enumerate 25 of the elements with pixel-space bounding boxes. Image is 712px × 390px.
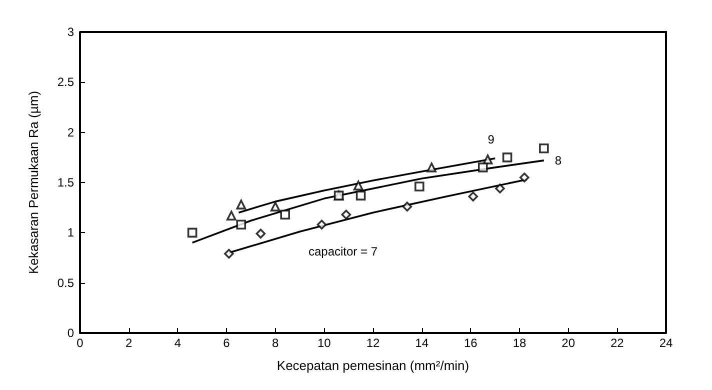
y-tick-label: 3 <box>67 25 74 39</box>
y-tick-label: 1.5 <box>57 176 74 190</box>
x-tick-label: 24 <box>659 336 673 350</box>
x-tick-label: 22 <box>610 336 624 350</box>
x-tick-label: 12 <box>366 336 380 350</box>
x-tick-label: 20 <box>562 336 576 350</box>
series-label: 8 <box>554 153 562 168</box>
x-tick-label: 0 <box>76 336 84 350</box>
x-tick-label: 10 <box>317 336 332 350</box>
y-axis-title: Kekasaran Permukaan Ra (µm) <box>26 90 41 274</box>
y-tick-label: 0 <box>67 326 74 340</box>
x-tick-label: 14 <box>415 336 429 350</box>
y-tick-label: 2.5 <box>57 75 74 90</box>
series-label: 9 <box>488 132 495 146</box>
x-tick-label: 6 <box>223 336 230 350</box>
y-tick-label: 1 <box>67 226 74 240</box>
x-axis-title: Kecepatan pemesinan (mm²/min) <box>276 358 470 373</box>
x-tick-label: 18 <box>512 336 526 350</box>
x-tick-label: 16 <box>464 336 478 350</box>
y-tick-label: 0.5 <box>57 276 74 290</box>
series-label: capacitor = 7 <box>308 244 378 259</box>
y-tick-label: 2 <box>67 125 74 140</box>
x-tick-label: 2 <box>125 336 132 350</box>
x-tick-label: 8 <box>272 336 279 350</box>
x-tick-label: 4 <box>174 336 182 350</box>
